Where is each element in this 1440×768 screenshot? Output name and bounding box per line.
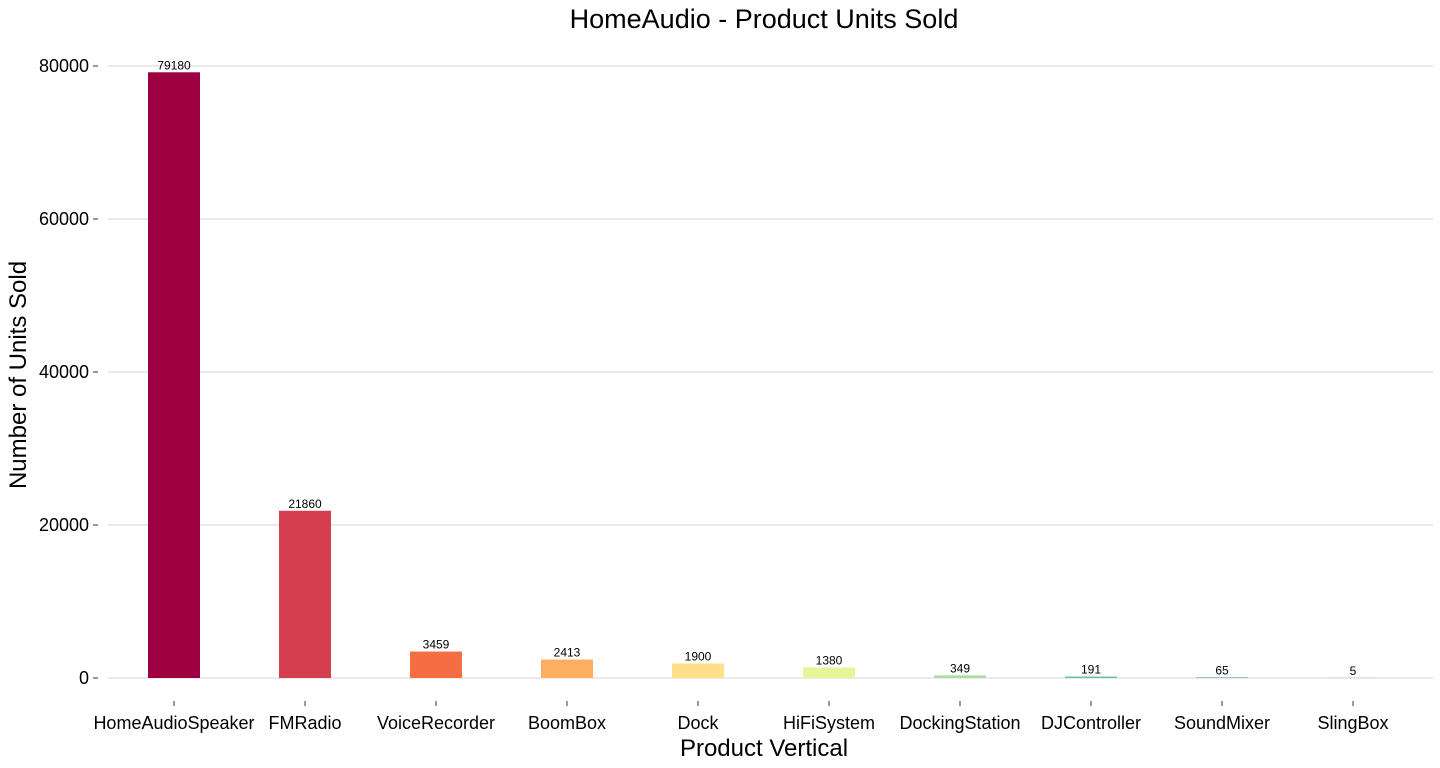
x-tick-label: BoomBox [528,713,606,733]
x-tick-label: HomeAudioSpeaker [93,713,254,733]
bar-DockingStation [934,675,986,678]
x-axis-title: Product Vertical [680,735,848,762]
bar-DJController [1065,676,1117,678]
bar-HiFiSystem [803,667,855,678]
x-tick-label: DJController [1041,713,1141,733]
x-tick-label: VoiceRecorder [377,713,495,733]
bar-HomeAudioSpeaker [148,72,200,678]
data-label: 1900 [685,649,712,663]
x-tick-label: FMRadio [268,713,341,733]
x-tick-label: HiFiSystem [783,713,875,733]
y-tick-label: 60000 [39,209,89,229]
x-tick-label: SlingBox [1317,713,1388,733]
bar-VoiceRecorder [410,651,462,678]
data-label: 79180 [157,58,191,72]
data-label: 1380 [816,653,843,667]
data-label: 5 [1350,664,1357,678]
data-label: 349 [950,661,970,675]
x-axis: HomeAudioSpeaker FMRadio VoiceRecorder Boom… [93,701,1389,733]
x-tick-label: DockingStation [899,713,1020,733]
chart-title: HomeAudio - Product Units Sold [570,4,959,34]
bar-FMRadio [279,510,331,678]
y-tick-label: 0 [79,668,89,688]
data-label: 65 [1215,664,1229,678]
bar-BoomBox [541,659,593,678]
data-label: 3459 [423,638,450,652]
bars: 79180 21860 3459 2413 1900 1380 349 191 65 5 [148,58,1379,678]
bar-Dock [672,663,724,678]
x-tick-label: SoundMixer [1174,713,1270,733]
y-tick-label: 20000 [39,515,89,535]
data-label: 21860 [288,497,322,511]
y-axis-title: Number of Units Sold [5,261,32,489]
data-label: 2413 [554,646,581,660]
y-axis: 0 20000 40000 60000 80000 [39,56,98,688]
y-tick-label: 80000 [39,56,89,76]
y-tick-label: 40000 [39,362,89,382]
data-label: 191 [1081,663,1101,677]
x-tick-label: Dock [677,713,719,733]
